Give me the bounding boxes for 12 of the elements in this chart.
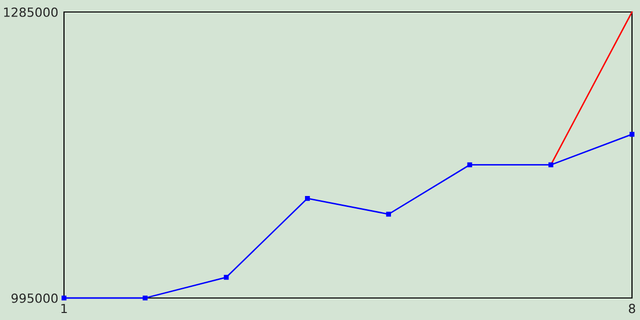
point (142, 296, 148, 300)
point (62, 296, 66, 300)
point (224, 274, 229, 280)
y-tick-label: 995000 (12, 293, 58, 303)
x-tick-label: 8 (628, 304, 636, 314)
point (386, 212, 391, 217)
point (548, 162, 554, 168)
x-tick-label: 1 (61, 304, 67, 314)
point (630, 132, 634, 137)
y-tick-label: 1285000 (4, 7, 58, 17)
point (305, 196, 310, 201)
point (467, 162, 472, 168)
